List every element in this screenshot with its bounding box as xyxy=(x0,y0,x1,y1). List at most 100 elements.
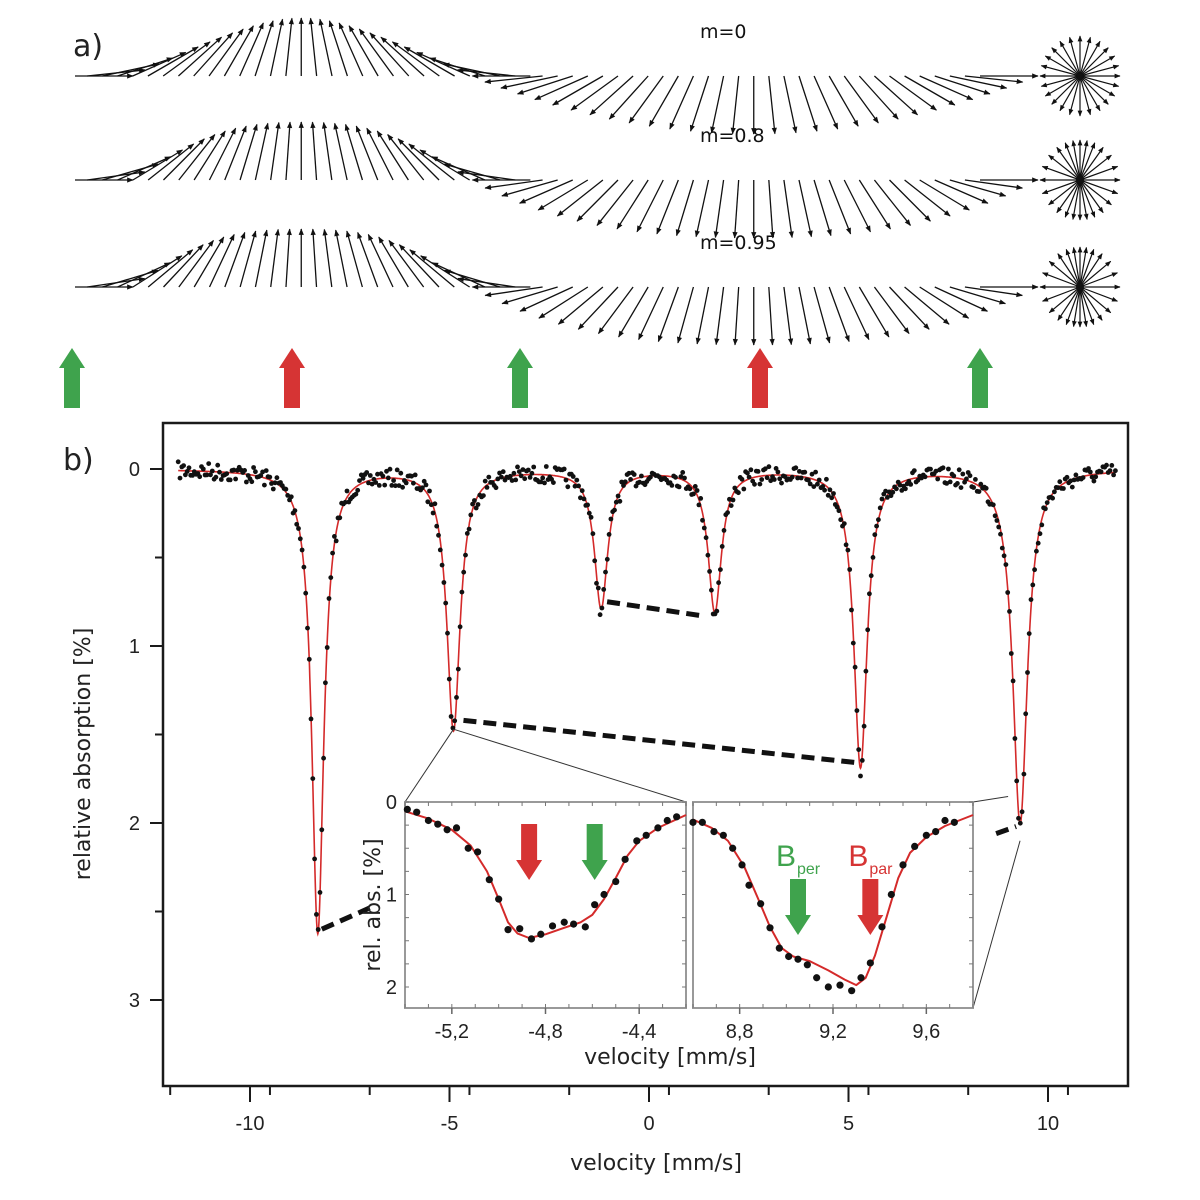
spin-arrow xyxy=(596,179,634,226)
data-point xyxy=(299,547,305,553)
data-point xyxy=(441,580,447,585)
data-point xyxy=(181,463,187,468)
field-marker-green-arrow xyxy=(507,348,533,408)
data-point xyxy=(326,596,332,601)
inset-data-point xyxy=(785,952,793,961)
x-tick-label: 5 xyxy=(843,1113,854,1135)
y-tick-label: 1 xyxy=(129,636,140,658)
data-point xyxy=(831,491,836,496)
spin-arrow xyxy=(254,229,269,288)
data-point xyxy=(879,496,885,502)
spin-arrow xyxy=(285,228,292,288)
data-point xyxy=(736,490,741,496)
rosette-arrow xyxy=(1079,75,1109,105)
data-point xyxy=(971,485,976,490)
spin-arrow xyxy=(178,239,214,288)
x-tick-label: -5 xyxy=(441,1113,459,1135)
rosette-arrow xyxy=(1041,165,1081,181)
spin-arrow xyxy=(193,236,225,288)
data-point xyxy=(700,517,705,523)
spin-arrow xyxy=(828,179,852,235)
data-point xyxy=(305,625,310,631)
data-point xyxy=(382,482,388,488)
data-point xyxy=(1028,597,1034,602)
data-point xyxy=(387,466,393,472)
spin-arrow xyxy=(162,41,211,77)
rosette-arrow xyxy=(1079,40,1101,77)
data-point xyxy=(680,470,686,475)
y-tick-label: 0 xyxy=(129,459,140,481)
rosette-arrow xyxy=(1079,179,1119,195)
field-markers xyxy=(59,348,993,408)
x-axis-ticks: -10 -5 0 5 10 xyxy=(169,1086,1069,1135)
data-point xyxy=(865,627,871,633)
data-point xyxy=(797,469,802,474)
y-tick-label: 3 xyxy=(129,990,140,1012)
data-point xyxy=(427,488,432,494)
data-point xyxy=(540,475,546,481)
spin-arrow xyxy=(419,149,470,181)
data-point xyxy=(253,469,258,475)
data-point xyxy=(692,484,698,489)
inset-connector xyxy=(453,728,687,803)
data-point xyxy=(448,714,454,719)
data-point xyxy=(500,469,506,475)
spin-arrow xyxy=(519,179,574,204)
data-point xyxy=(323,680,328,686)
data-point xyxy=(599,605,605,611)
data-point xyxy=(213,474,219,480)
x-tick-label: 10 xyxy=(1037,1113,1059,1135)
inset-data-point xyxy=(941,816,949,825)
rosette-arrow xyxy=(1079,253,1103,288)
data-point xyxy=(209,468,215,474)
spin-arrow xyxy=(889,75,937,111)
data-point xyxy=(420,485,425,491)
inset-green-arrow xyxy=(581,824,608,880)
rosette-arrow xyxy=(1079,64,1120,77)
spin-arrow xyxy=(403,46,455,77)
data-point xyxy=(306,656,312,662)
data-point xyxy=(1093,474,1099,480)
data-point xyxy=(850,640,856,646)
spin-arrow xyxy=(873,179,911,226)
data-point xyxy=(342,499,348,505)
spin-arrow xyxy=(378,236,409,288)
spin-chain-0: m=0 xyxy=(75,17,1121,135)
rosette-arrow xyxy=(1079,47,1109,77)
data-point xyxy=(789,474,795,480)
spin-arrow xyxy=(443,269,501,288)
data-point xyxy=(527,475,533,480)
data-point xyxy=(218,477,224,482)
spin-arrow xyxy=(516,75,573,95)
data-point xyxy=(576,483,581,489)
data-point xyxy=(262,482,267,488)
data-point xyxy=(588,514,594,520)
data-point xyxy=(1003,562,1009,567)
y-axis-title: relative absorption [%] xyxy=(71,628,96,881)
inset-data-point xyxy=(813,974,821,982)
spin-arrow xyxy=(334,229,348,288)
data-point xyxy=(612,507,617,513)
data-point xyxy=(215,462,221,468)
spin-arrow xyxy=(254,20,274,77)
spin-arrow xyxy=(223,25,254,77)
inset-fit-line xyxy=(404,810,687,939)
spin-chains: m=0 m=0.8 m=0.95 xyxy=(75,17,1121,346)
data-point xyxy=(861,723,867,729)
data-point xyxy=(475,502,481,507)
spin-arrow xyxy=(254,122,270,181)
data-point xyxy=(285,493,291,498)
field-marker-green-arrow xyxy=(59,348,85,408)
data-point xyxy=(856,747,862,752)
spin-arrow xyxy=(387,134,425,181)
data-point xyxy=(886,489,892,495)
spin-arrow xyxy=(239,123,258,181)
data-point xyxy=(421,478,427,484)
data-point xyxy=(1087,469,1093,475)
data-point xyxy=(908,482,914,487)
data-point xyxy=(847,567,853,572)
spin-arrow xyxy=(484,286,543,298)
data-point xyxy=(389,483,395,488)
